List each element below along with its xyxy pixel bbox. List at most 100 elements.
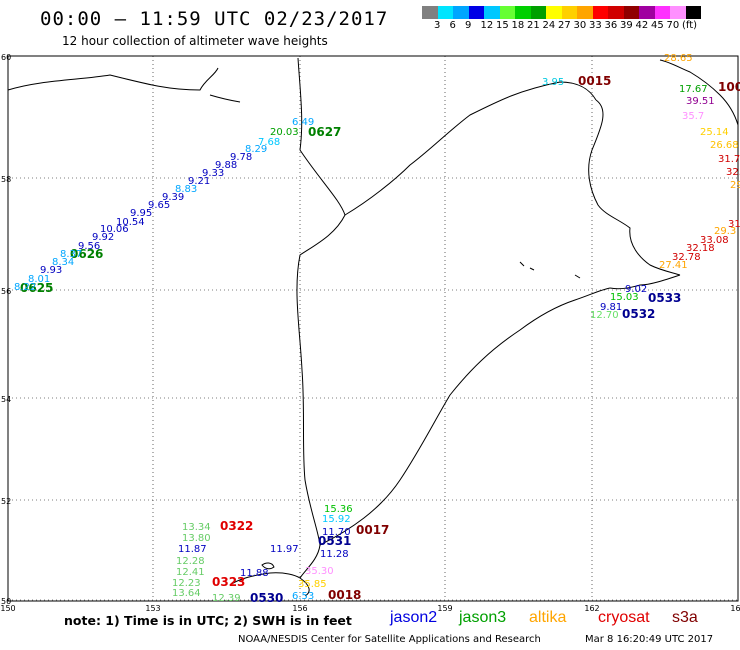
swh-value: 12.39 [212,593,241,604]
legend-label: 24 [542,20,556,31]
swh-value: 13.80 [182,533,211,544]
lon-label: 162 [584,604,599,613]
swh-value: 8.29 [245,144,267,155]
legend-swatch [670,6,686,19]
swh-value: 11.70 [322,527,351,538]
swh-value: 8.01 [28,274,50,285]
swh-value: 15.36 [324,504,353,515]
swh-value: 35.30 [305,566,334,577]
lon-label: 156 [292,604,307,613]
swh-value: 6.53 [292,591,314,602]
swh-value: 9.78 [230,152,252,163]
lon-label: 159 [437,604,452,613]
lat-label: 54 [1,395,11,404]
swh-value: 9.39 [162,192,184,203]
swh-value: 29 [730,180,740,191]
legend-swatch [608,6,624,19]
swh-value: 11.28 [320,549,349,560]
legend-label: 33 [589,20,602,31]
page-title: 00:00 – 11:59 UTC 02/23/2017 [40,8,389,30]
legend-label: 15 [496,20,509,31]
legend-swatch [422,6,438,19]
legend-label: 39 [620,20,633,31]
swh-value: 33.08 [700,235,729,246]
lat-label: 58 [1,175,11,184]
pass-id-label: 0018 [328,588,361,602]
map-frame [7,55,739,602]
swh-value: 11.88 [240,568,269,579]
pass-id-label: 0323 [212,575,245,589]
legend-altika: altika [529,609,567,626]
legend-swatch [515,6,531,19]
timestamp: Mar 8 16:20:49 UTC 2017 [585,634,714,645]
pass-id-label: 0531 [318,534,351,548]
swh-value: 15.03 [610,292,639,303]
swh-value: 11.97 [270,544,299,555]
swh-value: 15.92 [322,514,351,525]
lat-label: 52 [1,497,11,506]
swh-value: 31 [728,219,740,230]
legend-swatch [639,6,655,19]
pass-id-label: 0625 [20,281,53,295]
swh-value: 32.18 [686,243,715,254]
swh-value: 13.64 [172,588,201,599]
swh-value: 28.65 [664,53,693,64]
swh-value: 31.7 [718,154,740,165]
legend-swatch [654,6,670,19]
legend-jason2: jason2 [390,609,438,626]
legend-jason3: jason3 [459,609,507,626]
pass-id-label: 0322 [220,519,253,533]
pass-id-label: 0626 [70,247,103,261]
legend-label: 36 [604,20,618,31]
swh-value: 9.33 [202,168,224,179]
pass-id-label: 0530 [250,591,283,605]
swh-value: 13.34 [182,522,211,533]
page-subtitle: 12 hour collection of altimeter wave hei… [62,34,328,48]
lon-label: 153 [145,604,160,613]
legend-label: 9 [465,20,472,31]
swh-value: 8.22 [14,282,36,293]
swh-value: 32. [726,167,740,178]
legend-label: 3 [434,20,441,31]
swh-value: 8.83 [175,184,197,195]
swh-value: 12.70 [590,310,619,321]
legend-swatch [546,6,562,19]
legend-swatch [453,6,469,19]
legend-label: 21 [527,20,540,31]
swh-value: 12.23 [172,578,201,589]
legend-swatch [468,6,484,19]
legend-s3a: s3a [672,609,698,626]
color-legend [422,6,701,19]
swh-value: 9.88 [215,160,237,171]
legend-swatch [623,6,639,19]
legend-swatch [577,6,593,19]
pass-id-label: 100 [718,80,740,94]
lon-label: 165 [730,604,740,613]
swh-value: 35.7 [682,111,704,122]
footer-note: note: 1) Time is in UTC; 2) SWH is in fe… [64,613,352,628]
swh-value: 8.37 [60,249,82,260]
legend-swatch [499,6,515,19]
swh-value: 9.02 [625,284,647,295]
swh-value: 10.54 [116,217,145,228]
legend-swatch [561,6,577,19]
legend-label: 45 [651,20,664,31]
lat-label: 60 [1,53,11,62]
coastline [7,57,739,597]
swh-value: 39.51 [686,96,715,107]
pass-id-label: 0015 [578,74,611,88]
swh-value: 9.56 [78,241,100,252]
swh-value: 35.85 [298,579,327,590]
swh-value: 11.87 [178,544,207,555]
swh-value: 26.68 [710,140,739,151]
legend-swatch [592,6,608,19]
swh-value: 20.03 [270,127,299,138]
legend-label: 30 [573,20,587,31]
swh-value: 9.65 [148,200,170,211]
legend-label: 27 [558,20,571,31]
legend-cryosat: cryosat [598,609,650,626]
legend-label: 6 [449,20,456,31]
legend-label: 70 [666,20,680,31]
